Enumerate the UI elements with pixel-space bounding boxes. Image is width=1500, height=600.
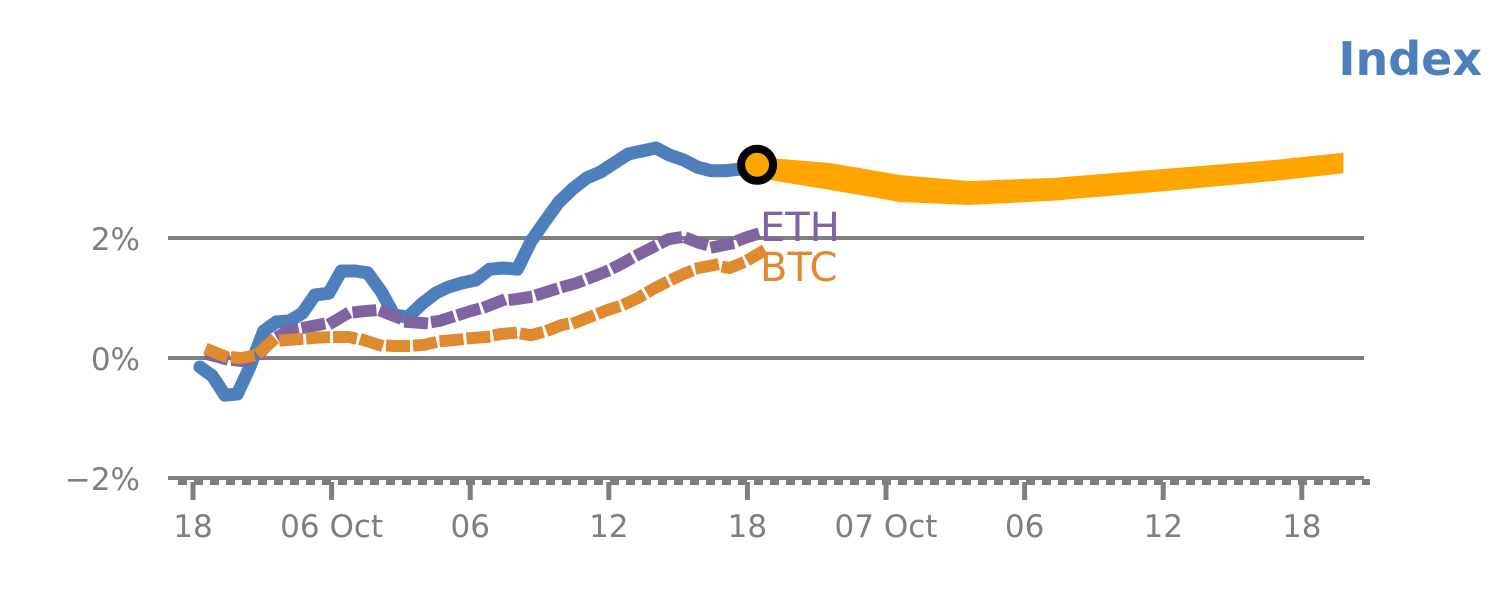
- series-label-eth: ETH: [760, 205, 840, 251]
- series-line-index: [193, 141, 764, 402]
- x-axis-label: 12: [1143, 509, 1182, 545]
- gridlines-group: [168, 236, 1364, 480]
- x-axis-label: 06: [1005, 509, 1044, 545]
- series-lines-group: [193, 141, 769, 402]
- x-axis-label: 07 Oct: [835, 509, 938, 545]
- forecast-band: [757, 152, 1344, 205]
- page-title: Index: [1338, 32, 1482, 86]
- x-axis-label: 18: [728, 509, 767, 545]
- y-axis-label: 0%: [91, 342, 140, 378]
- forecast-start-marker: [737, 144, 778, 185]
- series-label-btc: BTC: [760, 245, 837, 291]
- x-axis-label: 06 Oct: [280, 509, 383, 545]
- x-axis-labels-group: 18 06 Oct 06 12 18 07 Oct 06 12 18: [173, 509, 1321, 545]
- x-axis-label: 18: [173, 509, 212, 545]
- y-axis-label: −2%: [65, 462, 140, 498]
- x-axis-ticks-group: [190, 482, 1305, 500]
- x-axis-label: 06: [450, 509, 489, 545]
- series-line-eth: [203, 225, 768, 367]
- forecast-start-marker-group: [737, 144, 778, 185]
- forecast-band-group: [757, 152, 1344, 205]
- x-axis-label: 12: [589, 509, 628, 545]
- series-line-btc: [203, 244, 769, 364]
- y-axis-label: 2%: [91, 222, 140, 258]
- x-axis-label: 18: [1282, 509, 1321, 545]
- y-axis-labels-group: 2% 0% −2%: [65, 222, 140, 498]
